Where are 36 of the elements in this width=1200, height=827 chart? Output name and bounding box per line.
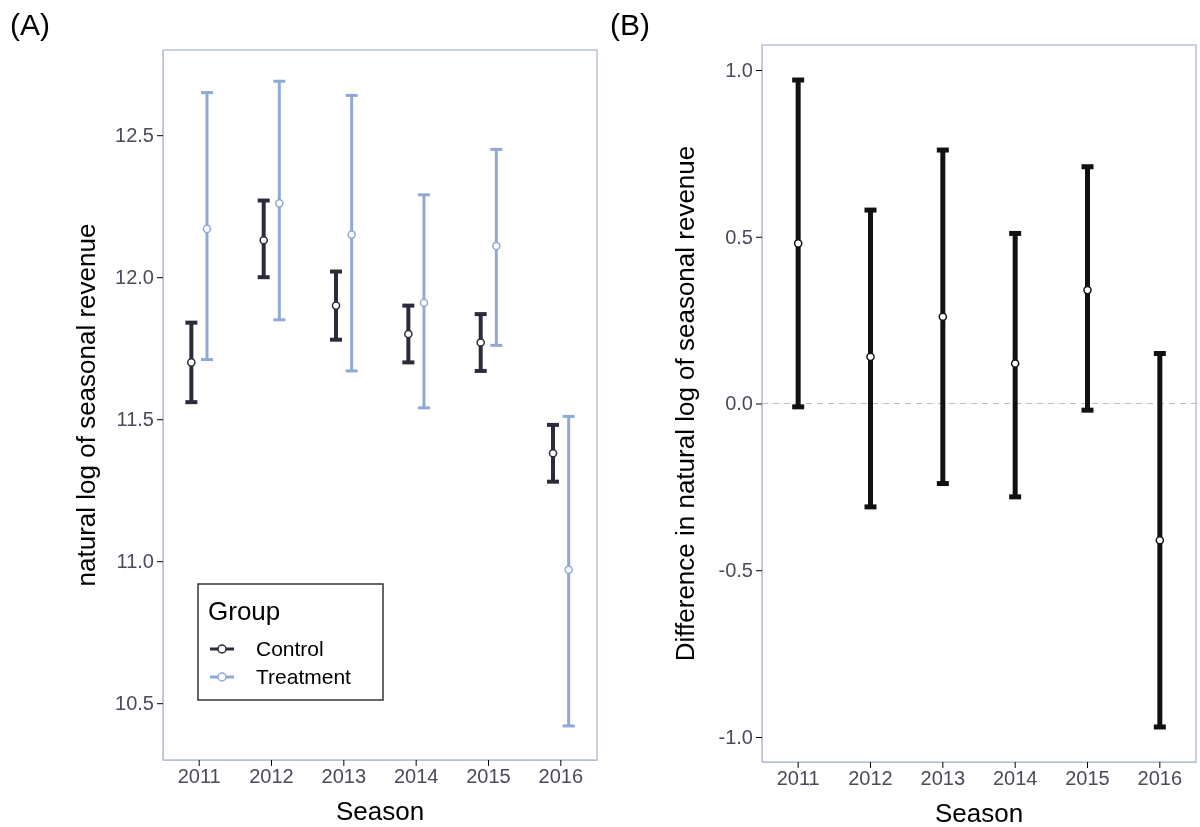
x-tick-label: 2014 (992, 767, 1038, 790)
legend-label: Control (256, 637, 324, 660)
y-axis-title: Difference in natural log of seasonal revenue (670, 145, 700, 662)
chart-title: (A) (10, 8, 50, 41)
point (1083, 285, 1092, 295)
y-tick-label: 11.0 (116, 550, 154, 573)
point (1155, 535, 1165, 545)
x-tick-label: 2015 (1065, 767, 1110, 790)
x-tick-label: 2012 (249, 765, 294, 788)
legend-label: Treatment (256, 665, 352, 688)
x-tick-label: 2013 (920, 767, 966, 790)
y-tick-label: 12.0 (115, 266, 154, 289)
x-tick-label: 2011 (177, 765, 221, 788)
y-tick-label: 0.0 (725, 392, 753, 415)
y-tick-label: 12.5 (115, 124, 154, 147)
point (1010, 359, 1020, 368)
y-tick-label: 10.5 (115, 692, 154, 715)
x-axis-title: Season (934, 798, 1024, 827)
y-tick-label: 11.5 (116, 408, 154, 431)
y-tick-label: -0.5 (718, 559, 753, 582)
point (793, 239, 803, 248)
x-tick-label: 2016 (1137, 767, 1183, 790)
x-tick-label: 2013 (321, 765, 367, 788)
legend-title: Group (208, 596, 281, 626)
x-tick-label: 2015 (466, 765, 511, 788)
x-axis-title: Season (335, 796, 425, 826)
y-axis-title: natural log of seasonal revenue (71, 223, 101, 587)
x-tick-label: 2011 (776, 767, 820, 790)
y-tick-label: -1.0 (718, 725, 753, 748)
y-tick-label: 1.0 (725, 58, 753, 81)
point (938, 312, 948, 322)
x-tick-label: 2014 (393, 765, 439, 788)
x-tick-label: 2012 (848, 767, 893, 790)
y-tick-label: 0.5 (725, 225, 753, 248)
chart-title: (B) (610, 8, 650, 41)
x-tick-label: 2016 (538, 765, 584, 788)
